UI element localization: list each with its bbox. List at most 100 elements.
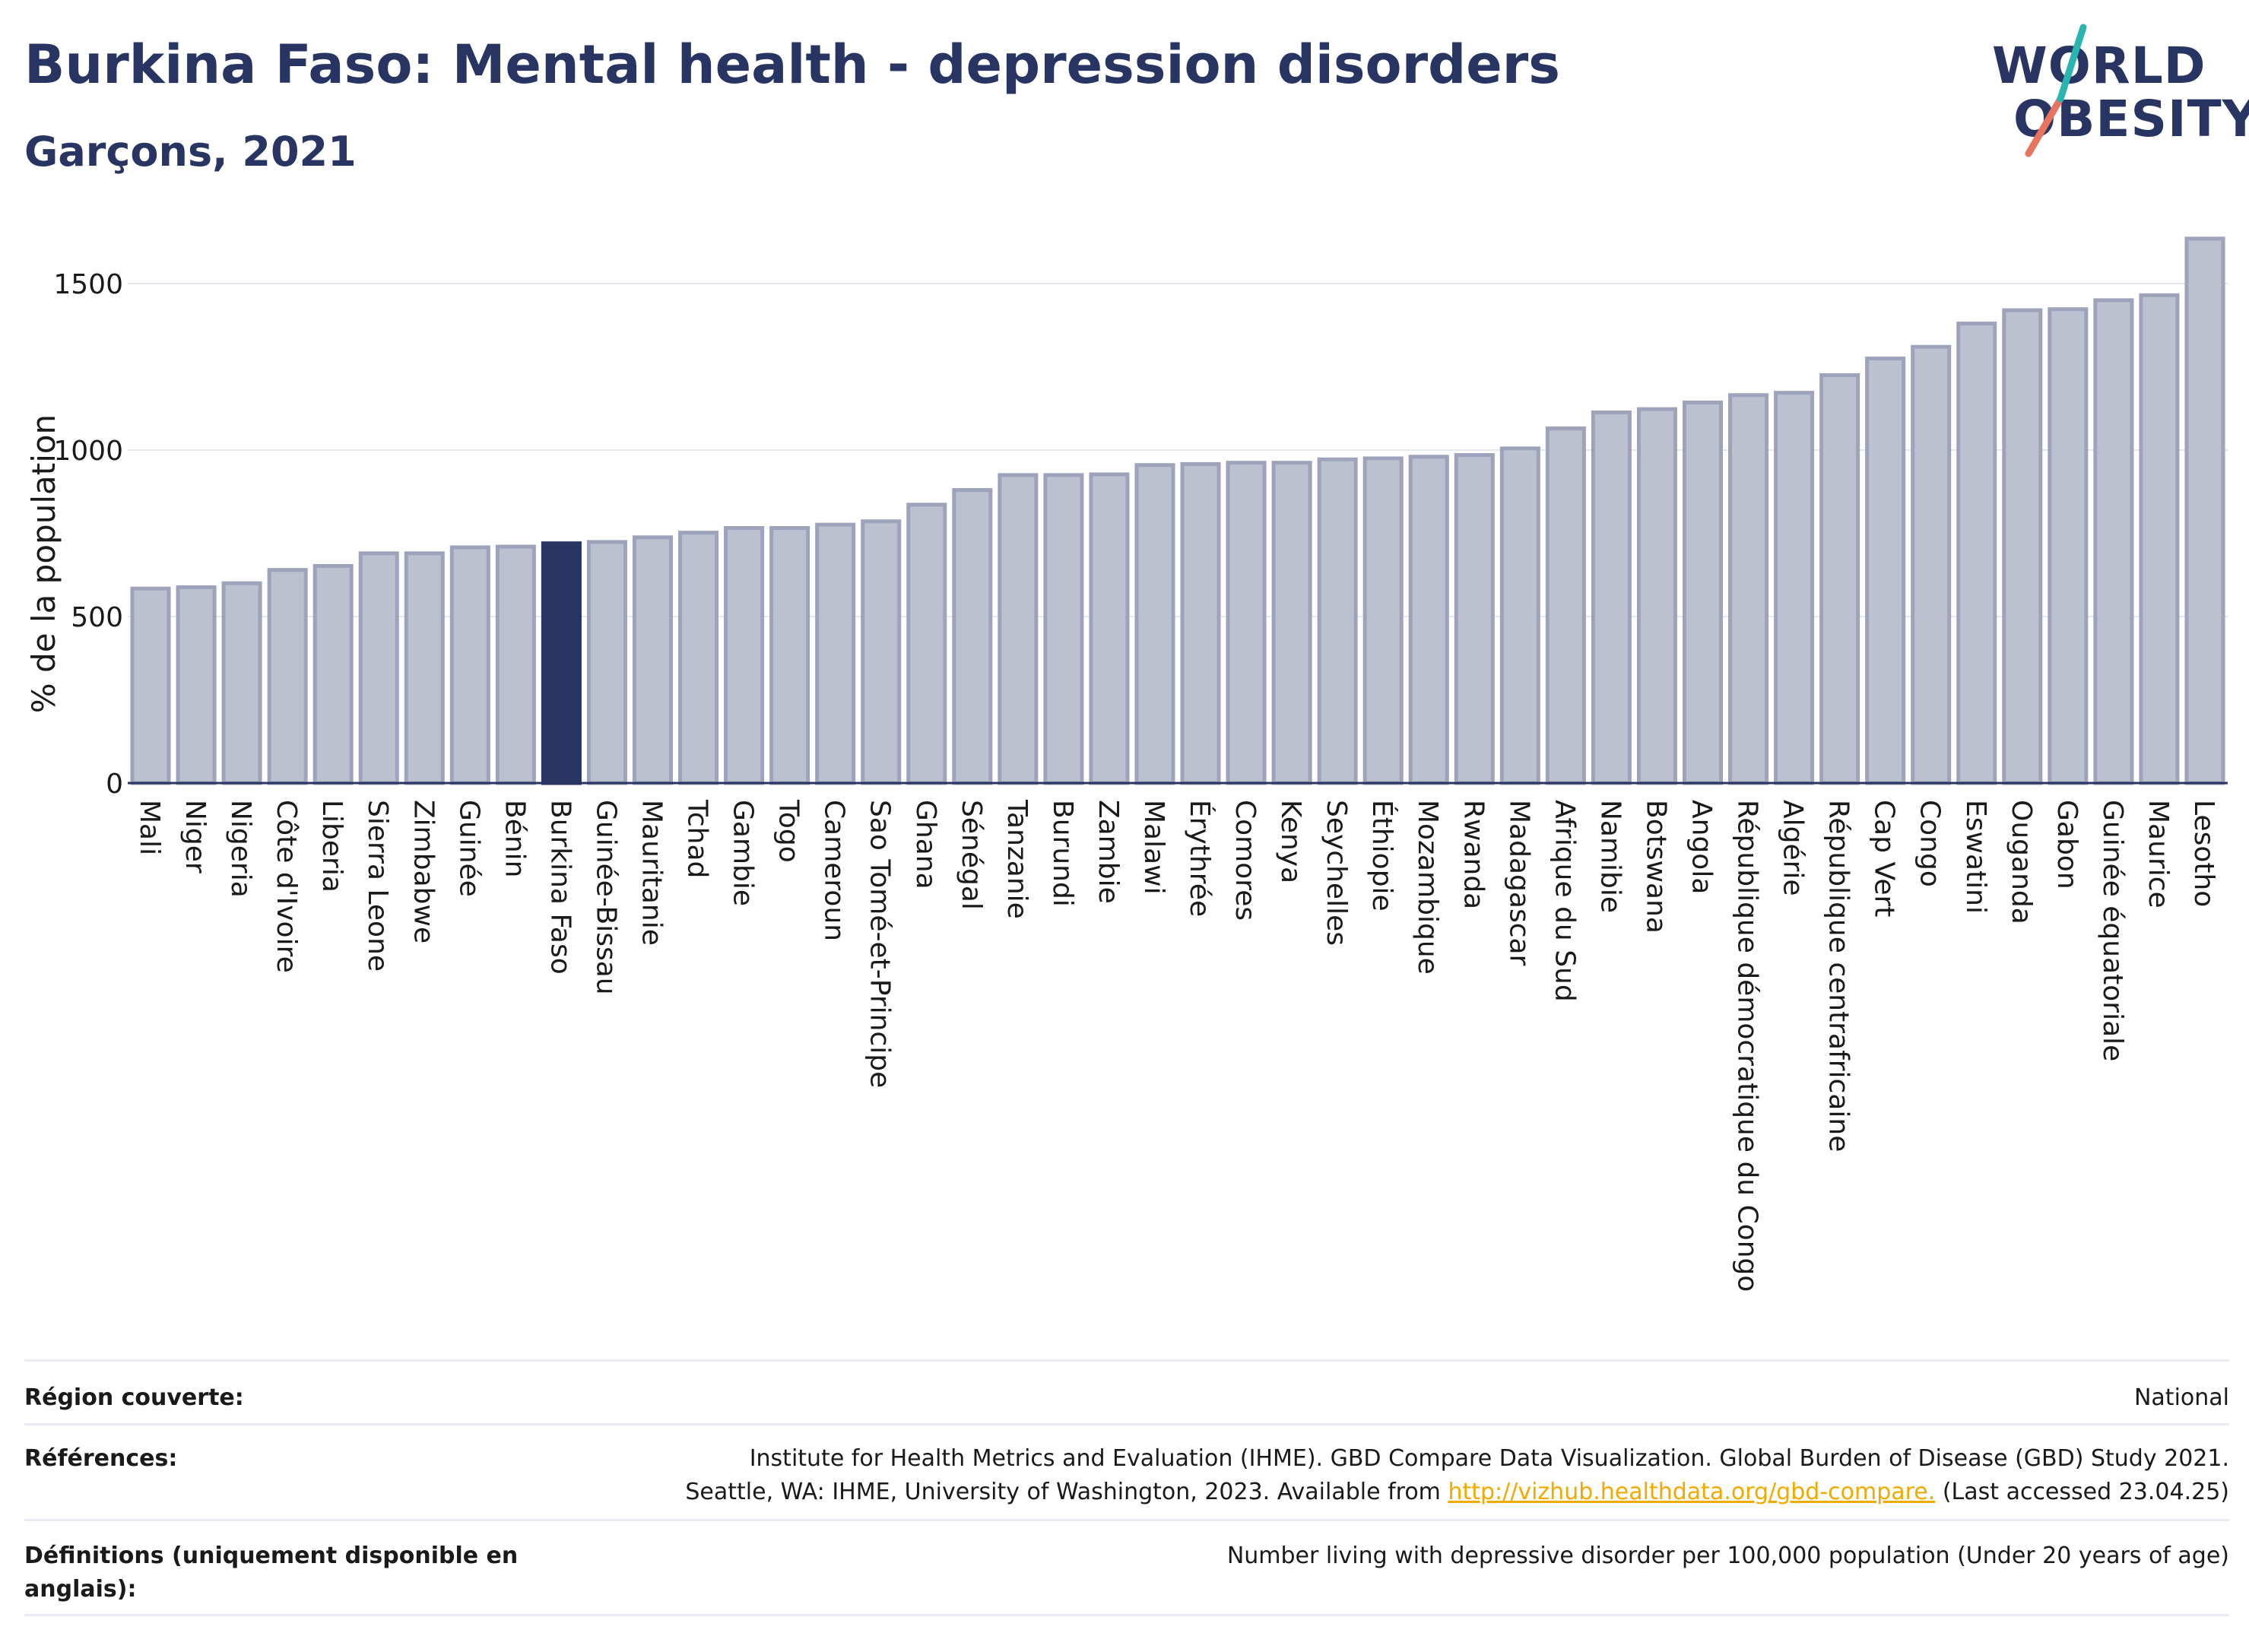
x-tick-label: Liberia [316,800,347,893]
bar [861,519,902,785]
x-tick-label: Guinée équatoriale [2097,800,2128,1061]
bar [1911,344,1952,785]
x-tick-label: Togo [773,799,804,863]
x-tick-label: Niger [179,800,211,874]
bar [1819,373,1860,785]
y-tick-label: 1000 [53,436,123,467]
bar [404,551,445,785]
bar [632,535,674,785]
x-tick-label: Burkina Faso [544,800,576,975]
references-line-1: Institute for Health Metrics and Evaluat… [749,1445,2229,1472]
bar [952,488,993,785]
x-tick-label: République démocratique du Congo [1732,800,1763,1292]
bar [1728,393,1769,785]
definitions-value: Number living with depressive disorder p… [1226,1543,2229,1569]
y-tick-label: 500 [71,602,123,633]
x-tick-label: Congo [1914,800,1946,887]
definitions-label: Définitions (uniquement disponible en an… [24,1543,519,1603]
x-tick-label: Rwanda [1458,800,1489,909]
y-axis-title: % de la population [25,414,62,713]
bar [1408,455,1449,785]
region-value: National [2133,1384,2229,1411]
x-tick-label: Mauritanie [636,800,668,946]
x-tick-label: Ghana [910,800,941,889]
bar [358,551,399,785]
bar [2093,298,2134,785]
x-tick-label: Sierra Leone [362,800,393,972]
x-tick-label: Sénégal [956,800,987,910]
x-tick-label: Mozambique [1412,800,1443,975]
logo-slash-icon [2025,24,2087,157]
x-tick-label: Lesotho [2188,800,2219,907]
bar [541,541,582,785]
references-value: Institute for Health Metrics and Evaluat… [541,1442,2229,1509]
x-tick-label: Tchad [682,799,713,878]
x-tick-label: Tanzanie [1001,799,1033,919]
x-tick-label: Comores [1229,800,1261,921]
bar [221,581,262,785]
bar [1317,457,1358,785]
x-tick-label: Eswatini [1960,800,1991,914]
bar [906,503,947,785]
bar [495,544,536,785]
bar [1180,461,1221,785]
x-tick-label: Cameroun [819,800,850,941]
bar [724,525,765,785]
x-tick-label: Sao Tomé-et-Principe [864,800,896,1088]
bar [769,525,810,785]
bar [267,568,308,785]
x-tick-label: Côte d'Ivoire [271,800,302,973]
y-tick-label: 1500 [53,269,123,300]
x-tick-label: Madagascar [1503,800,1534,966]
bar [1591,411,1632,785]
footer-row-region: Région couverte: National [24,1359,2229,1423]
x-tick-label: Maurice [2143,800,2174,908]
references-label: Références: [24,1445,178,1472]
x-tick-label: Nigeria [225,800,256,898]
bar [1043,473,1084,785]
footer-row-references: Références: Institute for Health Metrics… [24,1423,2229,1519]
x-tick-label: Guinée [453,800,484,897]
bar [1956,322,1997,785]
bar [1454,453,1495,785]
footer-table: Région couverte: National Références: In… [24,1359,2229,1616]
x-tick-label: Seychelles [1321,800,1352,946]
x-tick-label: République centrafricaine [1823,800,1854,1152]
bar [998,473,1039,785]
region-label: Région couverte: [24,1384,244,1411]
references-link[interactable]: http://vizhub.healthdata.org/gbd-compare… [1448,1479,1936,1505]
bar [1362,456,1404,785]
bar [1271,461,1312,785]
bar [1774,391,1815,785]
x-tick-label: Afrique du Sud [1549,800,1580,1002]
x-tick-label: Angola [1686,800,1718,894]
x-tick-label: Gambie [728,800,759,906]
x-tick-label: Guinée-Bissau [590,800,621,995]
bar [1226,461,1267,785]
x-tick-label: Ouganda [2006,800,2037,924]
page-title: Burkina Faso: Mental health - depression… [24,33,1560,96]
x-tick-label: Mali [134,800,165,855]
bar [1499,446,1540,785]
bar [1682,400,1724,785]
page-subtitle: Garçons, 2021 [24,128,357,176]
x-tick-label: Zimbabwe [408,800,439,943]
x-tick-label: Algérie [1778,800,1809,896]
x-tick-label: Zambie [1093,800,1124,904]
bar [312,563,354,785]
x-tick-label: Érythrée [1184,800,1216,917]
bar [815,522,856,785]
bar [2184,236,2225,785]
bar-chart: 0 500 1000 1500 % de la population Mali Niger N… [25,236,2228,1292]
x-tick-label: Botswana [1640,800,1671,934]
bar [2139,293,2180,785]
bar [586,540,627,785]
logo-line-1: WORLD [1992,36,2206,95]
bar [678,531,719,785]
bar [1545,426,1586,785]
world-obesity-logo: WORLD OBESITY [1977,23,2249,167]
x-tick-label: Bénin [499,800,530,877]
x-tick-label: Namibie [1594,800,1626,913]
footer-row-definitions: Définitions (uniquement disponible en an… [24,1519,2229,1616]
bar [130,586,171,785]
